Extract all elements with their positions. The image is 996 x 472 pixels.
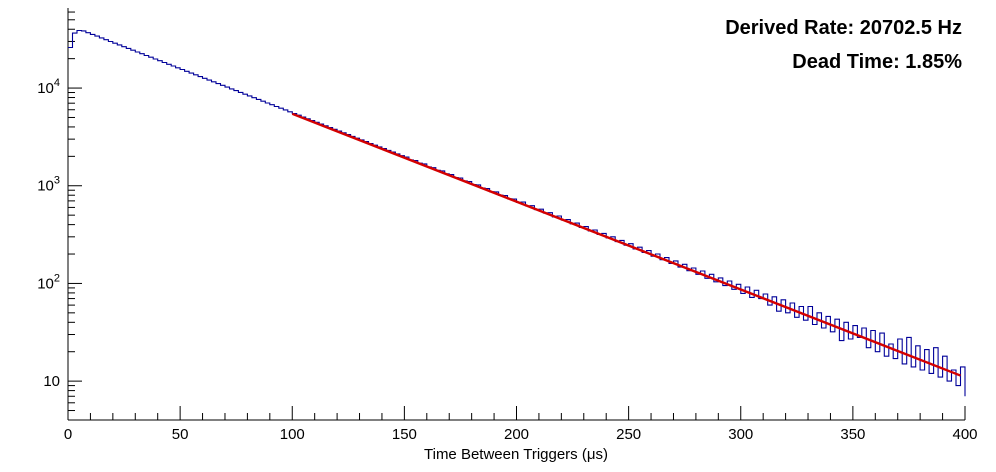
y-tick-label: 10 xyxy=(43,373,60,390)
dead-time-annotation: Dead Time: 1.85% xyxy=(792,51,962,73)
axes: 0 50 100 150 200 250 300 350 400 10 102 103 104 xyxy=(37,8,978,443)
fit-line-group xyxy=(291,112,961,377)
x-tick-label: 150 xyxy=(392,426,417,443)
fit-line xyxy=(291,112,961,377)
y-tick-label: 102 xyxy=(37,272,60,292)
x-tick-label: 400 xyxy=(952,426,977,443)
x-tick-label: 50 xyxy=(172,426,189,443)
y-tick-label: 103 xyxy=(37,175,60,195)
x-axis-title: Time Between Triggers (μs) xyxy=(424,446,608,463)
x-tick-label: 300 xyxy=(728,426,753,443)
histogram-series xyxy=(68,29,966,397)
x-tick-label: 200 xyxy=(504,426,529,443)
y-tick-label: 104 xyxy=(37,77,60,97)
x-tick-label: 0 xyxy=(64,426,72,443)
x-tick-label: 350 xyxy=(840,426,865,443)
histogram-line xyxy=(68,29,966,397)
derived-rate-annotation: Derived Rate: 20702.5 Hz xyxy=(725,17,962,39)
x-tick-label: 100 xyxy=(280,426,305,443)
x-tick-label: 250 xyxy=(616,426,641,443)
